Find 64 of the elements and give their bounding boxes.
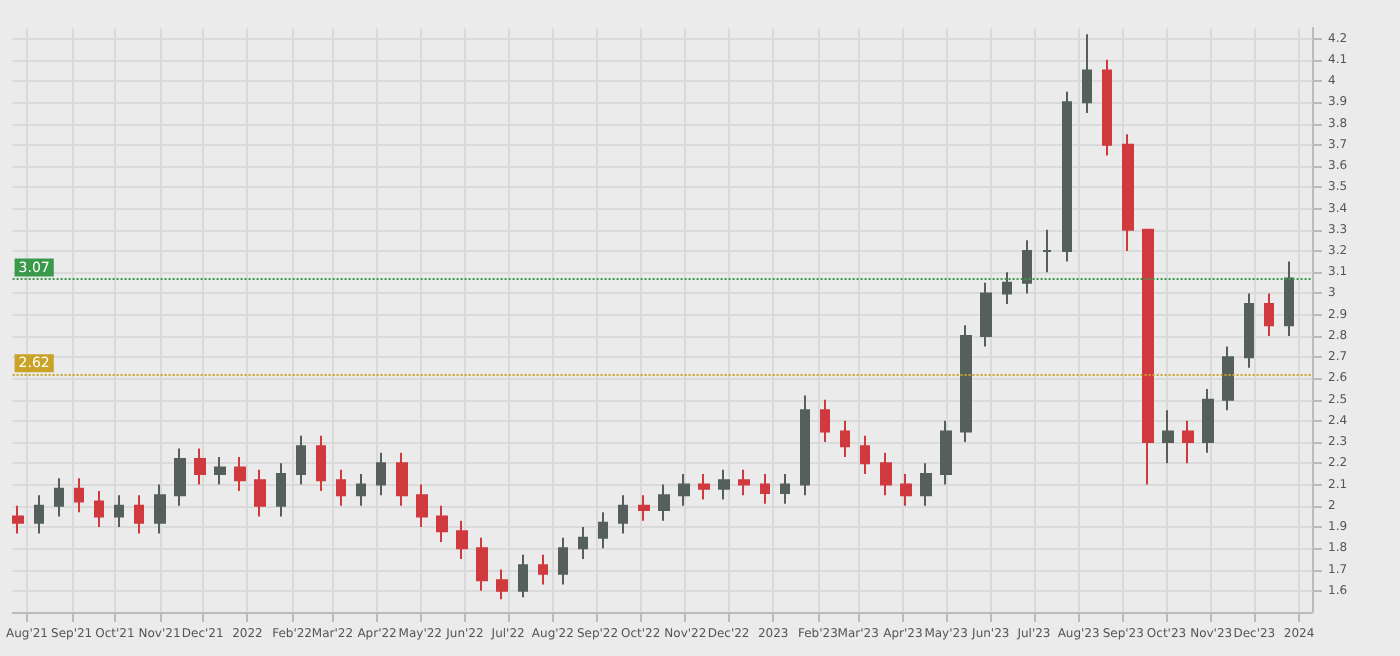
candlestick <box>860 434 870 475</box>
candlestick <box>1162 409 1174 465</box>
candlestick <box>900 472 912 507</box>
candlestick <box>940 419 952 486</box>
candlestick <box>1042 228 1052 274</box>
candlestick <box>960 324 972 444</box>
candlestick <box>276 462 286 518</box>
candlestick <box>598 511 608 550</box>
candlestick <box>718 468 730 501</box>
candlestick <box>234 455 246 492</box>
candlestick <box>698 472 710 501</box>
candlestick <box>658 483 670 522</box>
candlestick <box>840 419 850 458</box>
candlestick <box>578 526 588 560</box>
candlestick <box>1182 419 1194 465</box>
candlestick <box>114 494 124 529</box>
candlestick <box>194 447 206 486</box>
candlestick <box>154 483 166 535</box>
candlestick <box>336 468 346 507</box>
candlestick <box>880 451 892 497</box>
candlestick <box>94 489 104 529</box>
candlestick <box>1122 133 1134 252</box>
candlestick <box>1244 292 1254 369</box>
candlestick <box>1022 239 1032 295</box>
candlestick <box>760 472 770 505</box>
candlestick <box>800 394 810 497</box>
candlestick <box>1142 228 1154 486</box>
candlestick <box>476 536 488 592</box>
candlestick <box>558 536 568 586</box>
candlestick <box>316 434 326 492</box>
candlestick <box>1102 58 1112 157</box>
candlestick <box>34 494 44 535</box>
candlestick <box>456 519 468 560</box>
candlestick <box>780 472 790 505</box>
candlestick <box>1284 260 1294 337</box>
candlestick <box>1202 388 1214 454</box>
candlestick <box>396 451 408 507</box>
candlestick <box>920 462 932 507</box>
candlestick <box>1082 33 1092 114</box>
candlestick <box>518 553 528 599</box>
candlestick <box>416 483 428 529</box>
candlestick <box>74 477 84 514</box>
candlestick <box>12 504 24 535</box>
candlestick <box>54 477 64 518</box>
candlestick <box>678 472 690 507</box>
candlestick <box>1002 271 1012 306</box>
candlestick <box>638 494 650 522</box>
candlestick <box>496 568 508 601</box>
candlestick <box>134 494 144 535</box>
candlestick <box>1062 90 1072 263</box>
candlestick <box>738 468 750 497</box>
candlestick <box>618 494 628 535</box>
candlestick <box>376 451 386 497</box>
candlestick <box>174 447 186 507</box>
candlestick <box>356 472 366 507</box>
candlestick <box>296 434 306 486</box>
candlestick <box>980 281 992 348</box>
candlestick <box>538 553 548 586</box>
candlestick <box>820 398 830 444</box>
candlestick <box>1222 345 1234 412</box>
candlestick <box>436 504 448 543</box>
candlestick <box>254 468 266 518</box>
candlestick <box>214 455 226 486</box>
candlestick <box>1264 292 1274 337</box>
